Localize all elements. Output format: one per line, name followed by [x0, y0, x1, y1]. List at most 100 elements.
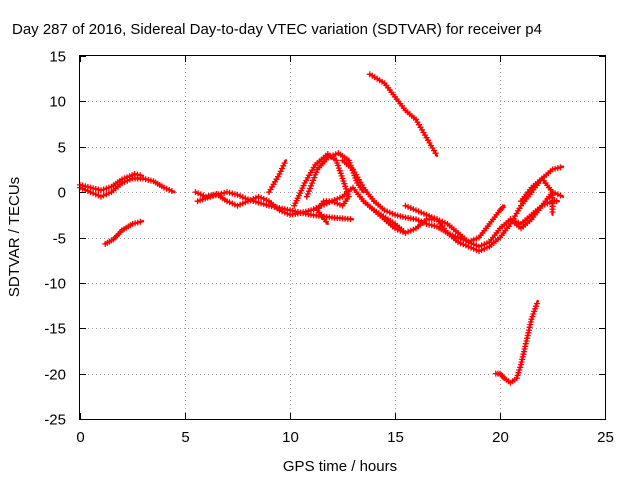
data-series-track-6 — [266, 159, 288, 196]
data-point-marker — [347, 216, 354, 223]
data-point-marker — [426, 212, 433, 219]
data-point-marker — [168, 188, 175, 194]
data-point-marker — [137, 172, 144, 179]
grid — [80, 56, 605, 419]
y-tick-label: 15 — [49, 49, 66, 66]
data-point-marker — [100, 192, 107, 199]
data-series-track-1 — [77, 175, 176, 200]
data-point-marker — [557, 192, 564, 199]
data-series-track-2 — [77, 171, 145, 194]
data-series-track-3 — [102, 218, 145, 247]
data-point-marker — [247, 197, 254, 204]
data-point-marker — [514, 372, 521, 379]
data-point-marker — [533, 300, 540, 307]
data-point-marker — [226, 189, 233, 196]
data-point-marker — [432, 150, 439, 157]
data-point-marker — [221, 189, 228, 196]
data-series-track-14 — [366, 71, 439, 157]
data-point-marker — [313, 169, 320, 176]
data-point-marker — [237, 201, 244, 208]
data-point-marker — [142, 176, 149, 183]
data-point-marker — [510, 217, 517, 224]
data-point-marker — [218, 190, 225, 197]
data-point-marker — [100, 186, 107, 193]
data-point-marker — [310, 177, 317, 184]
data-point-marker — [405, 203, 412, 210]
data-point-marker — [210, 192, 216, 199]
x-tick-label: 5 — [181, 429, 189, 446]
y-axis-label: SDTVAR / TECUs — [6, 177, 23, 297]
data-point-marker — [303, 193, 310, 200]
data-point-marker — [405, 228, 412, 235]
y-tick-label: -5 — [53, 231, 66, 248]
data-point-marker — [310, 206, 317, 213]
data-point-marker — [195, 190, 202, 197]
data-point-marker — [215, 191, 222, 198]
data-point-marker — [280, 162, 287, 169]
data-point-marker — [312, 171, 319, 178]
y-tick-label: -25 — [44, 412, 66, 429]
data-point-marker — [447, 231, 454, 238]
data-point-marker — [384, 208, 391, 215]
x-tick-label: 0 — [76, 429, 84, 446]
data-point-marker — [522, 340, 529, 347]
y-tick-label: -10 — [44, 276, 66, 293]
data-series-track-5 — [194, 189, 355, 223]
data-point-marker — [513, 375, 520, 382]
x-tick-label: 25 — [597, 429, 614, 446]
data-point-marker — [304, 190, 311, 197]
data-point-marker — [549, 209, 556, 215]
data-series-track-15 — [492, 299, 540, 386]
data-point-marker — [279, 165, 285, 172]
data-point-marker — [305, 188, 312, 195]
series-line — [368, 73, 439, 157]
data-point-marker — [308, 182, 314, 189]
data-point-marker — [415, 217, 422, 224]
data-point-marker — [277, 168, 284, 175]
data-point-marker — [517, 364, 524, 371]
data-point-marker — [281, 160, 288, 167]
y-tick-label: 10 — [49, 94, 66, 111]
x-tick-label: 15 — [387, 429, 404, 446]
x-tick-label: 20 — [492, 429, 509, 446]
data-series-track-9 — [339, 157, 565, 255]
data-point-marker — [524, 332, 531, 339]
data-point-marker — [327, 153, 334, 160]
data-point-marker — [309, 180, 316, 187]
data-series-track-7 — [291, 151, 352, 226]
data-point-marker — [323, 218, 330, 225]
data-point-marker — [212, 192, 219, 199]
data-series-track-13 — [518, 175, 556, 216]
data-point-marker — [516, 367, 523, 373]
y-tick-label: -15 — [44, 321, 66, 338]
data-point-marker — [258, 200, 265, 207]
data-point-marker — [468, 237, 475, 244]
data-point-marker — [457, 235, 464, 242]
data-point-marker — [237, 193, 244, 199]
data-point-marker — [307, 185, 313, 192]
data-point-marker — [478, 242, 485, 249]
plot-frame — [79, 55, 606, 420]
data-point-marker — [557, 164, 564, 171]
data-point-marker — [207, 193, 214, 200]
y-tick-label: -20 — [44, 367, 66, 384]
y-tick-label: 0 — [58, 185, 66, 202]
data-point-marker — [415, 208, 422, 215]
axis-ticks: 0 5 10 15 20 25 15 10 5 0 -5 -10 -15 -20 -25 — [44, 49, 614, 447]
x-tick-label: 10 — [282, 429, 299, 446]
data-point-marker — [258, 194, 265, 201]
data-point-marker — [163, 185, 170, 192]
data-point-marker — [79, 182, 86, 189]
data-series-track-11 — [402, 202, 506, 245]
data-point-marker — [527, 321, 534, 328]
y-tick-label: 5 — [58, 140, 66, 157]
chart-title: Day 287 of 2016, Sidereal Day-to-day VTE… — [12, 21, 542, 38]
data-point-marker — [515, 369, 522, 376]
data-point-marker — [541, 201, 548, 208]
x-axis-label: GPS time / hours — [283, 458, 397, 475]
data-point-marker — [311, 174, 318, 181]
data-point-marker — [132, 220, 139, 227]
data-point-marker — [276, 171, 283, 177]
data-point-marker — [552, 165, 559, 172]
